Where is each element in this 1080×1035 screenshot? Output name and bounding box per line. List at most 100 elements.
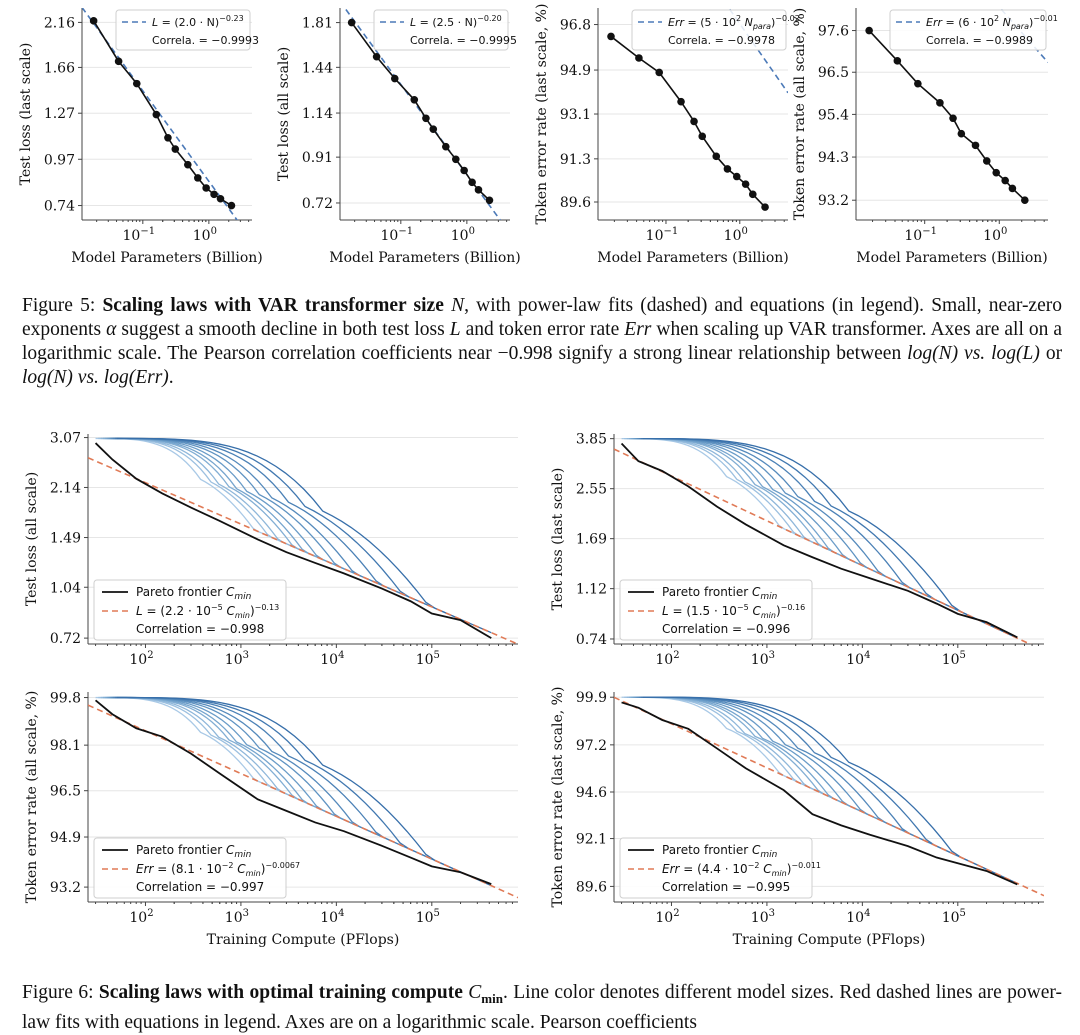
legend: Err = (6 · 102 Npara)−0.01 Correla. = −0.… <box>889 9 1058 51</box>
plot-area <box>82 8 239 220</box>
y-axis-label: Test loss (last scale) <box>550 468 566 611</box>
caption-text: or <box>1045 343 1063 364</box>
legend: L = (2.5 · N)−0.20 Correla. = −0.9995 <box>373 9 517 51</box>
model-size-curve <box>642 437 1018 639</box>
data-point <box>164 133 172 142</box>
y-axis-label: Token error rate (all scale, %) <box>792 8 808 221</box>
legend-box <box>115 9 251 51</box>
data-point <box>372 52 381 61</box>
data-point <box>865 26 873 35</box>
y-tick-label: 93.2 <box>818 193 849 209</box>
caption-text: when scaling up VAR transformer. Axes ar… <box>22 319 1063 364</box>
caption-text: , with power-law fits (dashed) and equat… <box>22 295 1062 340</box>
legend-pareto-label: Pareto frontier Cmin <box>136 843 252 860</box>
data-point <box>698 132 707 141</box>
legend-pareto-label: Pareto frontier Cmin <box>662 585 778 602</box>
data-point <box>949 114 957 123</box>
plot-area <box>88 437 518 644</box>
math-n: N <box>451 295 465 316</box>
y-tick-label: 3.85 <box>576 432 607 448</box>
chart-f5a: 0.74 0.97 1.27 1.66 2.16 10−1 100 Test loss (la… <box>18 8 263 266</box>
y-tick-label: 93.1 <box>560 107 591 123</box>
caption-vs: vs. <box>77 367 99 388</box>
data-point <box>152 110 161 119</box>
chart-f6a: 0.72 1.04 1.49 2.14 3.07 102 103 104 105 Test los… <box>24 431 518 668</box>
y-tick-label: 1.14 <box>302 106 333 122</box>
legend-fit-label: L = (1.5 · 10−5 Cmin)−0.16 <box>662 603 805 620</box>
data-line <box>868 29 1026 201</box>
data-point <box>390 74 399 83</box>
data-point <box>723 165 732 173</box>
x-tick-label: 102 <box>129 650 153 668</box>
model-size-curve <box>637 696 930 844</box>
model-size-curve <box>637 437 930 598</box>
y-tick-label: 92.1 <box>576 832 607 848</box>
x-axis-label: Model Parameters (Billion) <box>597 250 788 266</box>
model-size-curve <box>107 437 361 577</box>
x-tick-label: 102 <box>655 908 679 926</box>
legend-fit-label: L = (2.2 · 10−5 Cmin)−0.13 <box>136 603 279 620</box>
data-point <box>184 160 192 169</box>
x-tick-label: 104 <box>846 908 870 926</box>
pareto-frontier-line <box>94 442 492 639</box>
legend-fit-label: Err = (8.1 · 10−2 Cmin)−0.0067 <box>136 861 300 878</box>
data-point <box>429 125 438 133</box>
pareto-frontier-line <box>621 701 1018 886</box>
data-point <box>227 201 236 210</box>
y-axis-label: Test loss (all scale) <box>276 47 292 181</box>
legend: L = (2.0 · N)−0.23 Correla. = −0.9993 <box>115 9 259 51</box>
chart-f6c: 93.2 94.9 96.5 98.1 99.8 102 103 104 105 Token er… <box>24 691 518 948</box>
x-tick-label: 10−1 <box>123 226 156 244</box>
y-tick-label: 0.72 <box>50 631 81 647</box>
model-size-curve <box>624 437 830 551</box>
data-line <box>610 35 766 208</box>
y-tick-label: 0.72 <box>302 196 333 212</box>
figure-6: 0.72 1.04 1.49 2.14 3.07 102 103 104 105 Test los… <box>24 431 1044 948</box>
model-size-curve <box>103 696 333 815</box>
x-tick-label: 10−1 <box>646 226 679 244</box>
legend: Err = (5 · 102 Npara)−0.02 Correla. = −0.… <box>631 9 800 51</box>
y-tick-label: 0.91 <box>302 150 333 166</box>
y-axis-label: Token error rate (last scale, %) <box>534 4 550 225</box>
model-size-curve <box>642 696 1018 884</box>
x-tick-label: 105 <box>942 650 966 668</box>
legend-pareto-label: Pareto frontier Cmin <box>136 585 252 602</box>
y-tick-label: 1.12 <box>576 582 607 598</box>
y-axis-label: Test loss (last scale) <box>18 43 34 186</box>
x-tick-label: 103 <box>751 650 775 668</box>
model-size-curve <box>100 437 316 557</box>
data-point <box>422 114 430 123</box>
legend-box <box>631 9 787 51</box>
data-point <box>677 97 685 106</box>
y-tick-label: 94.9 <box>560 63 591 79</box>
data-point <box>607 32 615 41</box>
y-tick-label: 94.9 <box>50 830 81 846</box>
x-tick-label: 102 <box>655 650 679 668</box>
caption-vs: vs. <box>964 343 986 364</box>
y-tick-label: 97.2 <box>576 738 607 754</box>
caption-bold: Scaling laws with VAR transformer size <box>102 295 444 316</box>
caption-text: . Line color denotes different model siz… <box>22 982 1062 1033</box>
data-point <box>485 196 494 205</box>
plot-area <box>607 8 788 211</box>
data-point <box>741 180 750 188</box>
model-size-curve <box>98 437 304 552</box>
caption-text: suggest a smooth decline in both test lo… <box>121 319 445 340</box>
data-point <box>761 203 769 211</box>
data-point <box>748 190 757 199</box>
chart-f6b: 0.74 1.12 1.69 2.55 3.85 102 103 104 105 Test los… <box>550 432 1044 668</box>
y-tick-label: 96.5 <box>818 65 849 81</box>
x-tick-label: 105 <box>416 908 440 926</box>
x-axis-label: Model Parameters (Billion) <box>856 250 1047 266</box>
model-size-curve <box>103 437 333 565</box>
model-size-curve <box>116 696 492 887</box>
x-axis-label: Model Parameters (Billion) <box>71 250 262 266</box>
legend-box <box>93 579 287 641</box>
y-tick-label: 93.2 <box>50 880 81 896</box>
y-tick-label: 97.6 <box>818 24 849 40</box>
legend-box <box>619 579 813 641</box>
y-tick-label: 0.97 <box>44 152 75 168</box>
x-tick-label: 104 <box>846 650 870 668</box>
